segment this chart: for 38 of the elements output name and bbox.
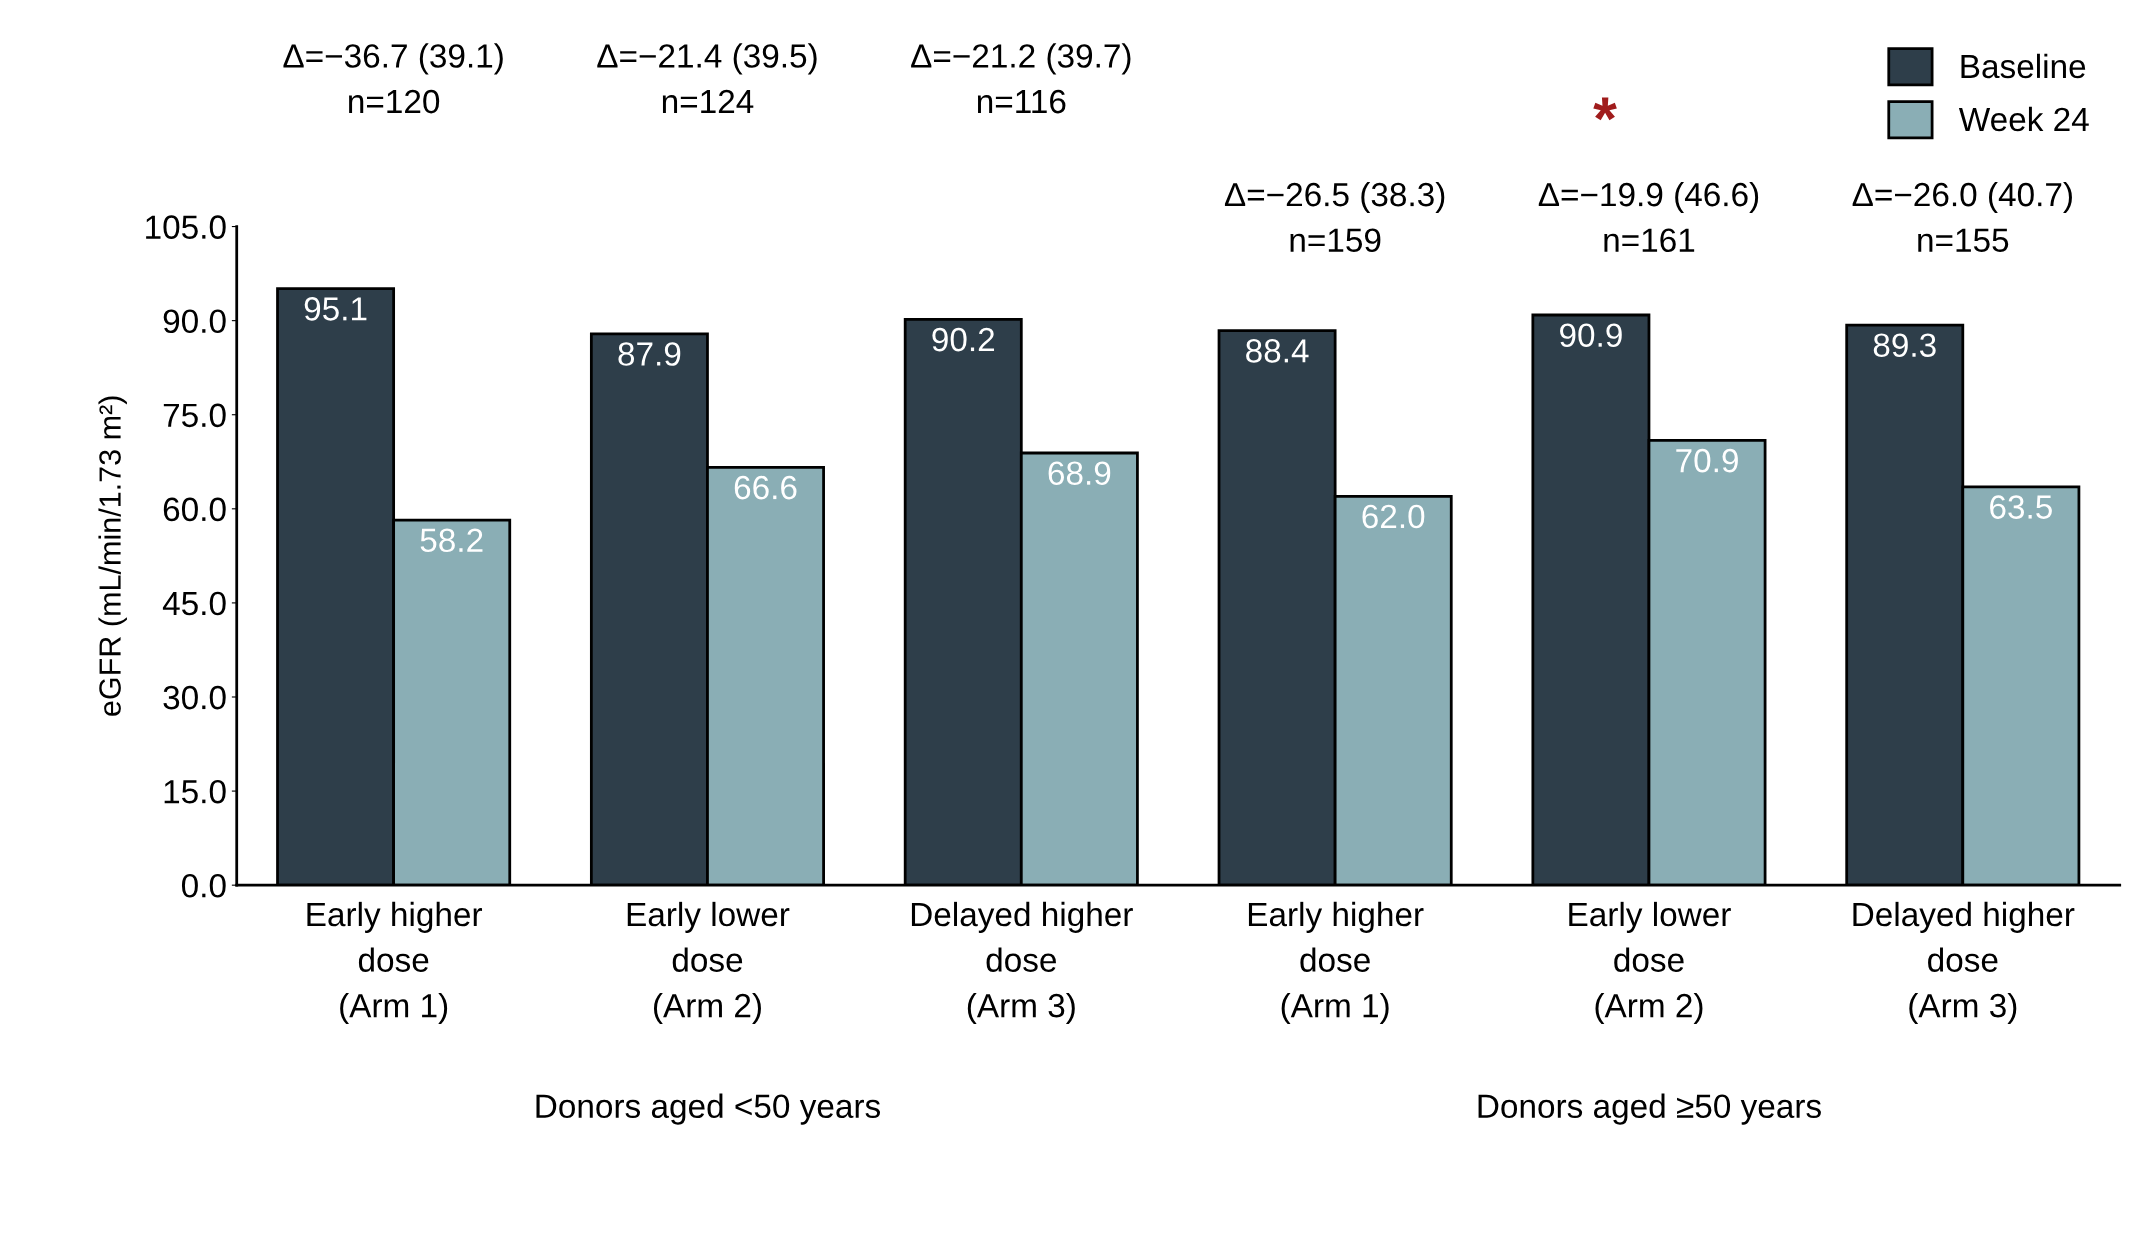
data-label: 62.0 xyxy=(1362,504,1425,529)
y-tick-label: 90.0 xyxy=(163,309,226,334)
data-label: 70.9 xyxy=(1676,448,1738,473)
text: * xyxy=(1593,97,1617,121)
text: Δ=−21.4 (39.5) n=124 xyxy=(597,43,817,114)
x-tick-label: Early higher dose (Arm 1) xyxy=(1248,901,1424,1025)
text: Δ=−36.7 (39.1) n=120 xyxy=(283,43,503,114)
legend-label: Week 24 xyxy=(1958,106,2089,132)
data-label: 90.2 xyxy=(932,327,995,352)
text: Donors aged <50 years xyxy=(536,1093,880,1125)
text: Donors aged ≥50 years xyxy=(1478,1093,1821,1125)
annotation: Δ=−26.0 (40.7) n=155 xyxy=(1852,181,2072,253)
annotation: Δ=−19.9 (46.6) n=161 xyxy=(1538,181,1759,253)
y-tick-label: 30.0 xyxy=(163,685,226,710)
y-tick-label: 15.0 xyxy=(164,779,226,804)
data-label: 90.9 xyxy=(1560,323,1622,348)
x-tick-label: Delayed higher dose (Arm 3) xyxy=(1853,901,2075,1025)
data-label: 58.2 xyxy=(420,528,483,553)
data-label: 87.9 xyxy=(618,342,681,366)
annotation: Δ=−26.5 (38.3) n=159 xyxy=(1224,181,1445,253)
data-label: 63.5 xyxy=(1990,495,2052,519)
y-tick-label: 0.0 xyxy=(181,873,226,898)
data-label: 88.4 xyxy=(1246,339,1309,363)
data-label: 68.9 xyxy=(1048,461,1111,485)
x-tick-label: Early lower dose (Arm 2) xyxy=(1569,901,1731,1025)
y-tick-label: 105.0 xyxy=(146,215,226,239)
x-tick-label: Early higher dose (Arm 1) xyxy=(307,901,483,1025)
x-tick-label: Delayed higher dose (Arm 3) xyxy=(911,901,1133,1025)
text: Δ=−21.2 (39.7) n=116 xyxy=(911,43,1131,114)
data-label: 89.3 xyxy=(1873,333,1936,358)
y-tick-label: 75.0 xyxy=(163,403,226,428)
data-label: 66.6 xyxy=(734,475,797,500)
y-tick-label: 60.0 xyxy=(163,497,226,522)
y-axis-title: eGFR (mL/min/1.73 m²) xyxy=(98,396,127,716)
y-tick-label: 45.0 xyxy=(162,591,226,616)
x-tick-label: Early lower dose (Arm 2) xyxy=(627,901,790,1025)
legend-label: Baseline xyxy=(1961,53,2086,79)
data-label: 95.1 xyxy=(304,297,367,321)
